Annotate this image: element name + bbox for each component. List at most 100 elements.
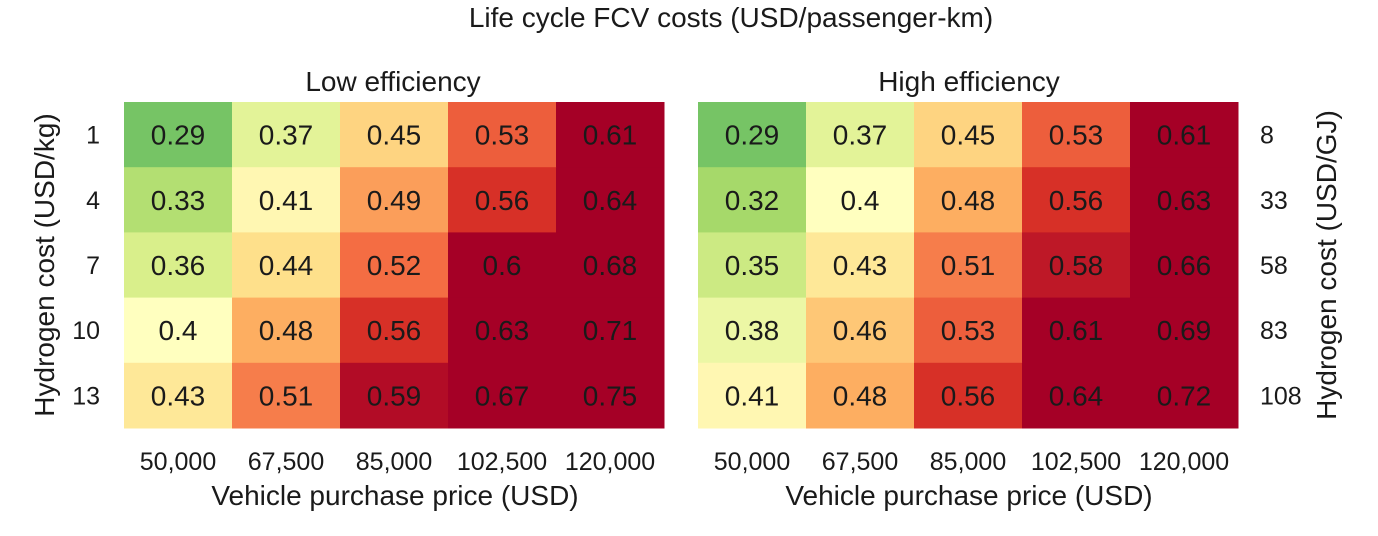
heatmap-cell — [698, 102, 807, 168]
cell-value-label: 0.63 — [1157, 185, 1212, 216]
heatmap-panel-low-efficiency: Low efficiency 0.29 0.37 0.45 0.53 0.6 1 0.33 0… — [29, 66, 665, 511]
x-tick-label: 50,000 — [140, 448, 216, 476]
cell-value-label: 0.49 — [367, 185, 422, 216]
cell-value-label: 0.53 — [1049, 120, 1104, 151]
heatmap-cell — [806, 167, 915, 233]
heatmap-cell — [232, 297, 341, 364]
heatmap-cell — [448, 362, 557, 429]
cell-value-label: 0.45 — [941, 120, 996, 151]
cell-value-label: 0.43 — [151, 380, 206, 411]
cell-value-label: 0.56 — [475, 185, 530, 216]
y-tick-label: 8 — [1260, 122, 1274, 150]
y-tick-labels-high-efficiency: 8 33 58 83 108 — [1260, 122, 1302, 411]
x-tick-label: 85,000 — [930, 448, 1006, 476]
cell-value-label: 0.37 — [833, 120, 888, 151]
cell-value-label: 0.63 — [475, 315, 530, 346]
heatmap-cell — [698, 297, 807, 364]
y-tick-label: 108 — [1260, 382, 1302, 410]
heatmap-cell — [448, 297, 557, 364]
heatmap-cell — [340, 167, 449, 233]
heatmap-cell — [556, 102, 665, 168]
y-axis-label-left: Hydrogen cost (USD/kg) — [29, 113, 60, 416]
cell-value-label: 0.61 — [1049, 315, 1104, 346]
x-tick-label: 50,000 — [714, 448, 790, 476]
heatmap-cells-low-efficiency: 0.29 0.37 0.45 0.53 0.61 0.33 0.41 0.49 0.56 0.64… — [124, 102, 665, 429]
cell-value-label: 0.53 — [941, 315, 996, 346]
cell-value-label: 0.71 — [583, 315, 638, 346]
cell-value-label: 0.52 — [367, 250, 422, 281]
y-tick-label: 13 — [72, 382, 100, 410]
heatmap-cell — [914, 167, 1023, 233]
heatmap-cell — [448, 167, 557, 233]
cell-value-label: 0.33 — [151, 185, 206, 216]
heatmap-cell — [556, 167, 665, 233]
cell-value-label: 0.56 — [1049, 185, 1104, 216]
panel-title-low-efficiency: Low efficiency — [305, 66, 480, 97]
x-axis-label-low-efficiency: Vehicle purchase price (USD) — [211, 480, 578, 511]
heatmap-cell — [806, 232, 915, 299]
y-tick-label: 4 — [86, 187, 100, 215]
heatmap-cell — [1022, 297, 1131, 364]
cell-value-label: 0.56 — [941, 380, 996, 411]
heatmap-cell — [124, 362, 233, 429]
heatmap-cell — [1130, 362, 1239, 429]
x-tick-label: 85,000 — [356, 448, 432, 476]
heatmap-cell — [124, 102, 233, 168]
figure-title: Life cycle FCV costs (USD/passenger-km) — [469, 2, 993, 33]
heatmap-panel-high-efficiency: High efficiency 0.29 0.37 0.45 0.53 0.61 0.32… — [698, 66, 1342, 511]
cell-value-label: 0.41 — [725, 380, 780, 411]
heatmap-cell — [1130, 167, 1239, 233]
x-tick-label: 67,500 — [822, 448, 898, 476]
heatmap-cell — [698, 167, 807, 233]
cell-value-label: 0.35 — [725, 250, 780, 281]
heatmap-cell — [914, 362, 1023, 429]
cell-value-label: 0.43 — [833, 250, 888, 281]
cell-value-label: 0.64 — [583, 185, 638, 216]
cell-value-label: 0.72 — [1157, 380, 1212, 411]
cell-value-label: 0.29 — [725, 120, 780, 151]
heatmap-cell — [340, 232, 449, 299]
x-tick-label: 120,000 — [565, 448, 655, 476]
cell-value-label: 0.68 — [583, 250, 638, 281]
cell-value-label: 0.36 — [151, 250, 206, 281]
cell-value-label: 0.46 — [833, 315, 888, 346]
cell-value-label: 0.29 — [151, 120, 206, 151]
heatmap-cell — [232, 102, 341, 168]
cell-value-label: 0.37 — [259, 120, 314, 151]
heatmap-cell — [806, 297, 915, 364]
cell-value-label: 0.75 — [583, 380, 638, 411]
x-tick-labels-low-efficiency: 50,000 67,500 85,000 102,500 120,000 — [140, 448, 655, 476]
heatmap-cells-high-efficiency: 0.29 0.37 0.45 0.53 0.61 0.32 0.4 0.48 0.56 0.63 0… — [698, 102, 1239, 429]
cell-value-label: 0.45 — [367, 120, 422, 151]
heatmap-cell — [1130, 102, 1239, 168]
y-tick-label: 58 — [1260, 252, 1288, 280]
x-tick-labels-high-efficiency: 50,000 67,500 85,000 102,500 120,000 — [714, 448, 1229, 476]
cell-value-label: 0.32 — [725, 185, 780, 216]
heatmap-cell — [556, 297, 665, 364]
x-tick-label: 102,500 — [457, 448, 547, 476]
x-tick-label: 67,500 — [248, 448, 324, 476]
x-tick-label: 120,000 — [1139, 448, 1229, 476]
cell-value-label: 0.69 — [1157, 315, 1212, 346]
heatmap-cell — [806, 362, 915, 429]
y-tick-label: 10 — [72, 317, 100, 345]
heatmap-cell — [698, 362, 807, 429]
heatmap-cell — [1130, 232, 1239, 299]
x-tick-label: 102,500 — [1031, 448, 1121, 476]
heatmap-cell — [340, 297, 449, 364]
cell-value-label: 0.67 — [475, 380, 530, 411]
panel-title-high-efficiency: High efficiency — [878, 66, 1060, 97]
cell-value-label: 0.61 — [1157, 120, 1212, 151]
y-tick-label: 1 — [86, 122, 100, 150]
cell-value-label: 0.64 — [1049, 380, 1104, 411]
cell-value-label: 0.6 — [483, 250, 522, 281]
heatmap-cell — [124, 167, 233, 233]
heatmap-cell — [698, 232, 807, 299]
cell-value-label: 0.44 — [259, 250, 314, 281]
cell-value-label: 0.51 — [941, 250, 996, 281]
x-axis-label-high-efficiency: Vehicle purchase price (USD) — [785, 480, 1152, 511]
cell-value-label: 0.53 — [475, 120, 530, 151]
heatmap-cell — [1022, 232, 1131, 299]
cell-value-label: 0.4 — [159, 315, 198, 346]
